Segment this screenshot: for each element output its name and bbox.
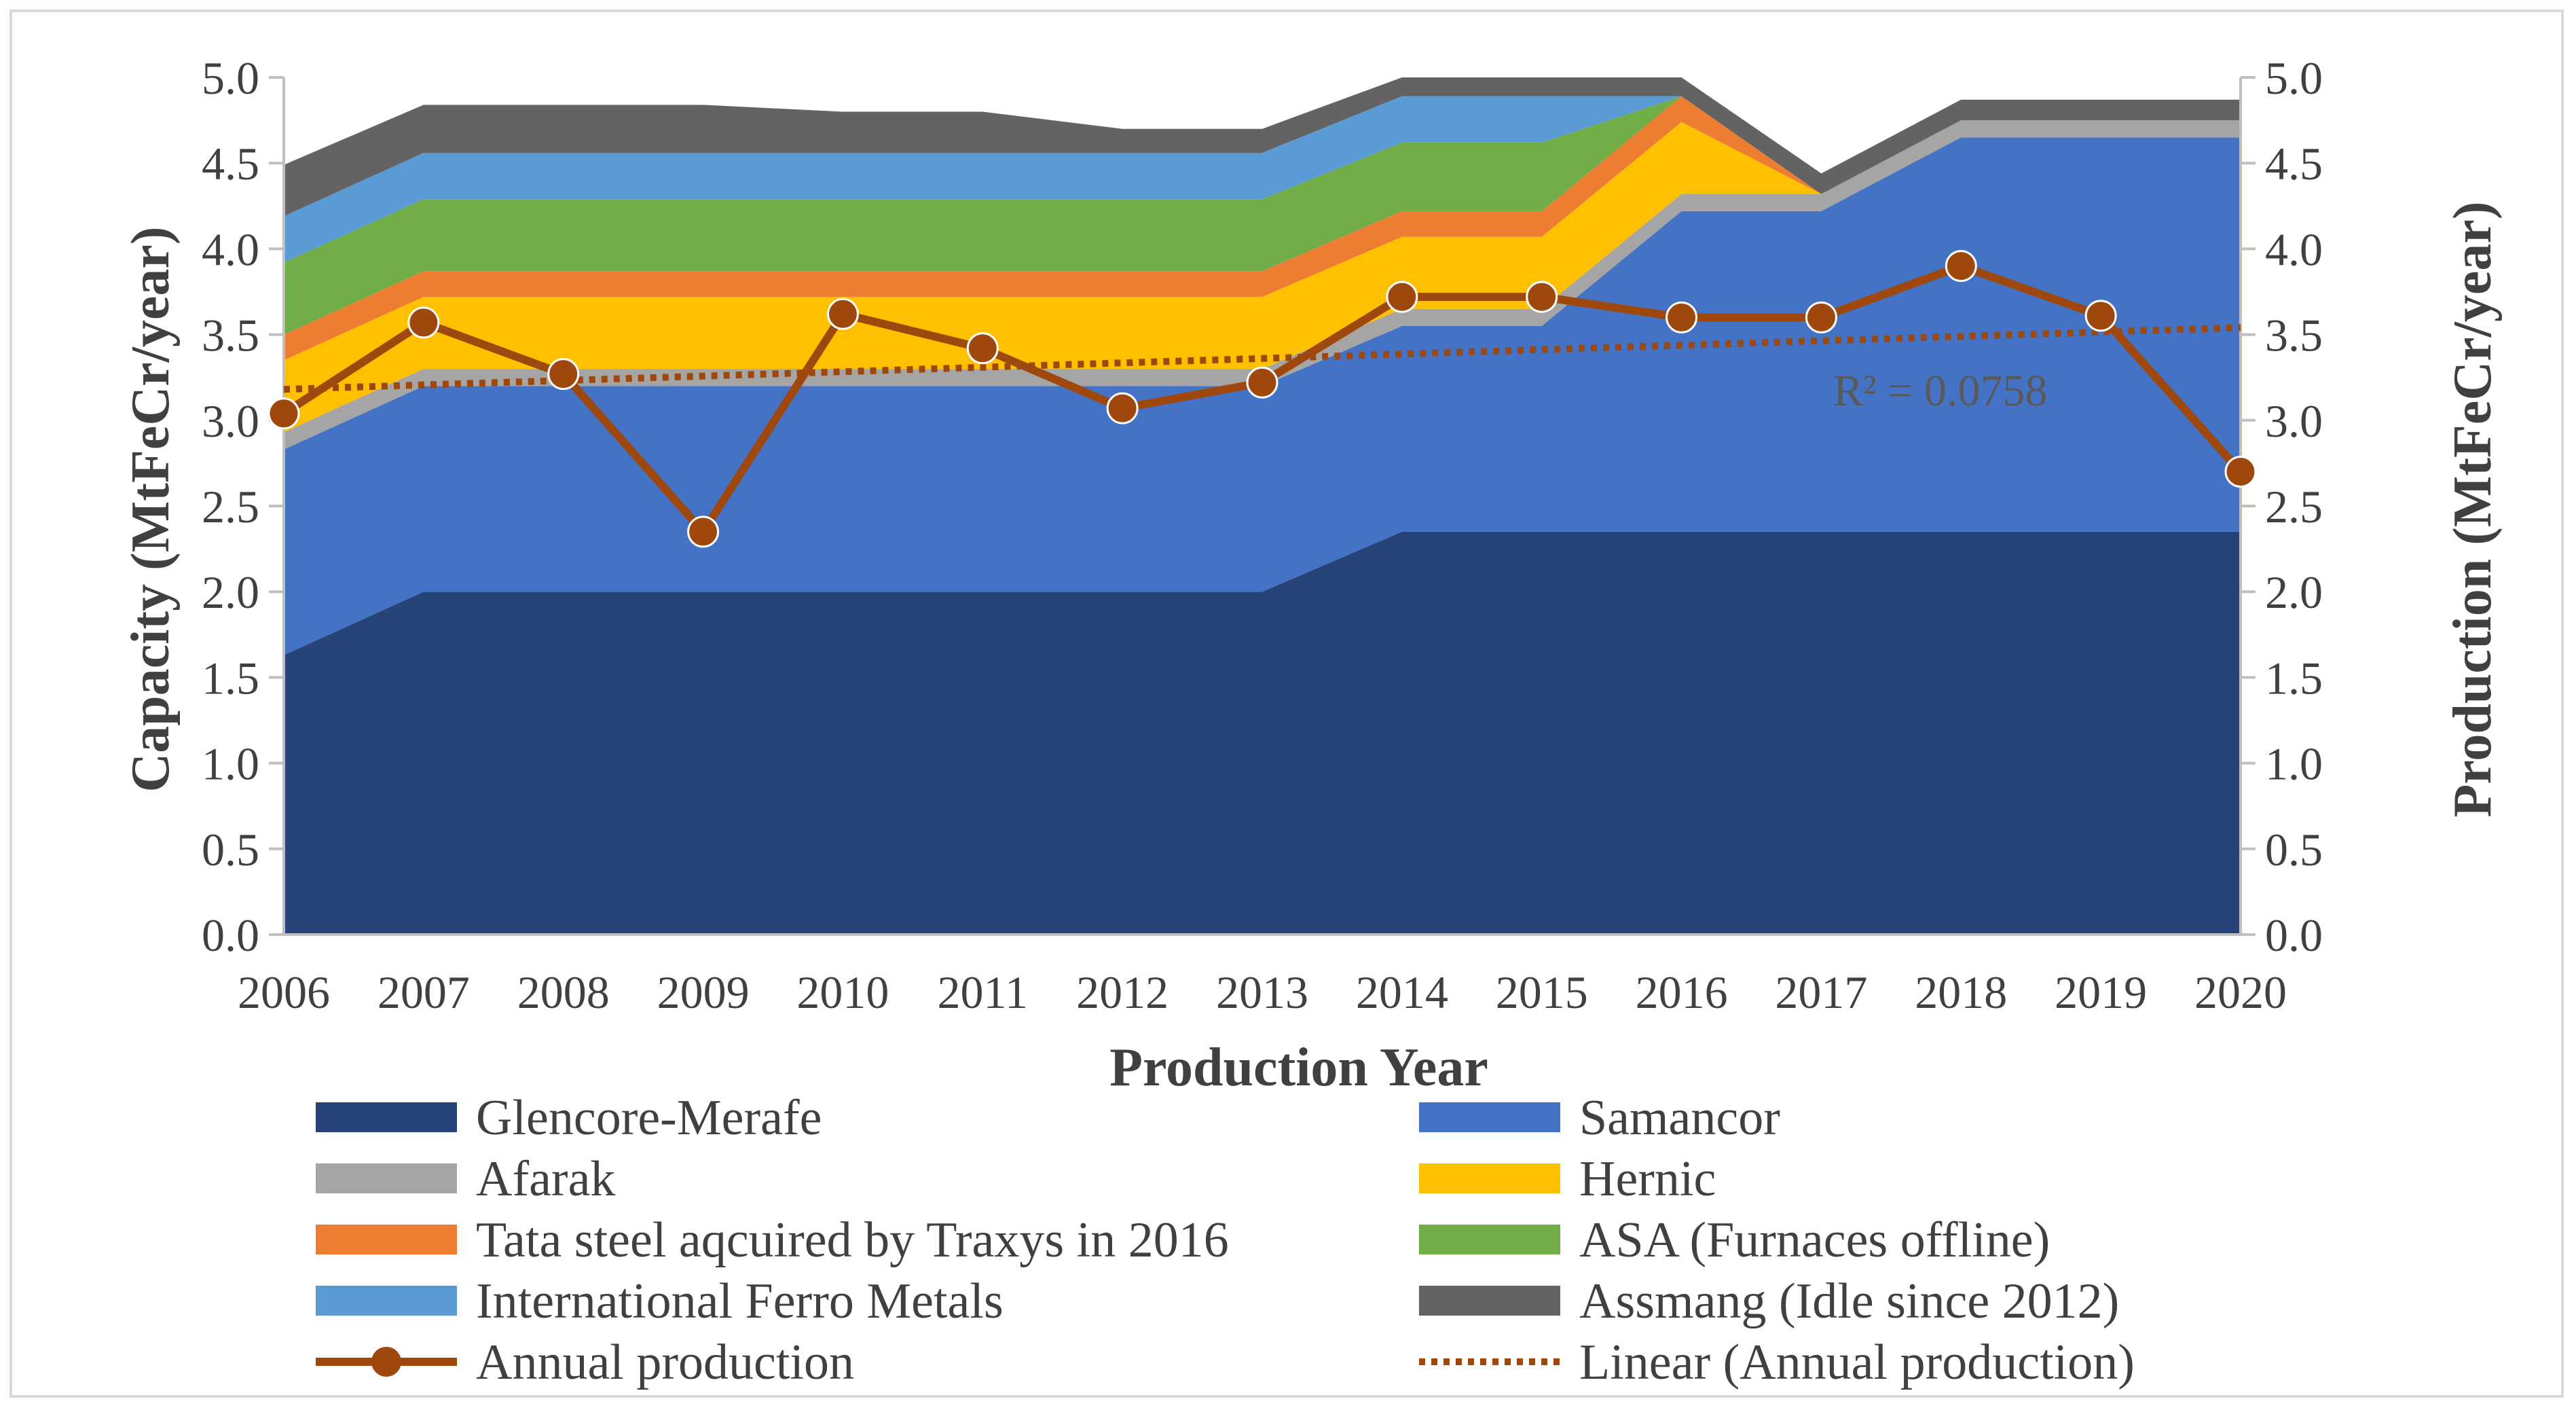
- y-tick-label-right: 3.0: [2265, 395, 2323, 447]
- y-tick-label-left: 1.0: [202, 738, 259, 790]
- y-tick-label-left: 3.5: [202, 310, 259, 361]
- trendline: [283, 324, 2241, 393]
- production-marker: [547, 358, 580, 391]
- x-tick-label: 2013: [1216, 966, 1308, 1018]
- production-marker: [2084, 300, 2117, 332]
- legend-swatch: [1419, 1163, 1560, 1193]
- production-marker: [687, 516, 720, 548]
- legend-label: Glencore-Merafe: [476, 1090, 822, 1146]
- production-marker: [1805, 301, 1837, 333]
- legend-swatch: [316, 1102, 457, 1132]
- y-tick-label-right: 0.0: [2265, 909, 2323, 961]
- y-tick-label-left: 0.5: [202, 824, 259, 875]
- production-lines: [268, 250, 2257, 548]
- x-tick-label: 2012: [1076, 966, 1169, 1018]
- stacked-areas: [284, 77, 2241, 935]
- production-marker: [1526, 281, 1558, 313]
- legend-item: Tata steel aqcuired by Traxys in 2016: [316, 1212, 1229, 1268]
- y-tick-label-right: 3.5: [2265, 310, 2323, 361]
- legend-swatch: [316, 1286, 457, 1316]
- y-tick-label-left: 2.0: [202, 566, 259, 618]
- legend-item: ASA (Furnaces offline): [1419, 1212, 2050, 1268]
- y-tick-label-right: 5.0: [2265, 52, 2323, 104]
- production-marker: [407, 306, 440, 339]
- legend-label: Samancor: [1579, 1090, 1780, 1146]
- x-tick-label: 2016: [1636, 966, 1728, 1018]
- legend-swatch: [1419, 1286, 1560, 1316]
- axes: [269, 76, 2256, 936]
- y-axis-left-title: Capacity (MtFeCr/year): [121, 227, 181, 793]
- legend-swatch: [316, 1163, 457, 1193]
- y-tick-label-right: 1.0: [2265, 738, 2323, 790]
- y-tick-label-left: 2.5: [202, 481, 259, 532]
- x-tick-label: 2010: [796, 966, 889, 1018]
- y-tick-label-left: 3.0: [202, 395, 259, 447]
- x-tick-label: 2015: [1496, 966, 1588, 1018]
- legend-item: Annual production: [316, 1335, 854, 1390]
- y-tick-label-right: 2.0: [2265, 566, 2323, 618]
- area-international-ferro-metals: [284, 96, 2241, 263]
- legend-label: Hernic: [1579, 1151, 1716, 1207]
- x-tick-label: 2019: [2055, 966, 2147, 1018]
- production-marker: [1945, 250, 1977, 283]
- legend-item: Linear (Annual production): [1419, 1335, 2135, 1390]
- x-tick-label: 2014: [1356, 966, 1448, 1018]
- y-tick-label-right: 4.0: [2265, 223, 2323, 275]
- legend-label: Afarak: [476, 1151, 615, 1207]
- legend-item: Assmang (Idle since 2012): [1419, 1273, 2119, 1329]
- production-marker: [966, 332, 999, 365]
- production-marker: [1246, 366, 1278, 399]
- x-tick-label: 2020: [2194, 966, 2287, 1018]
- production-marker: [1666, 301, 1698, 333]
- y-tick-label-right: 2.5: [2265, 481, 2323, 532]
- area-assmang-idle-since-2012: [284, 77, 2241, 217]
- production-marker: [826, 297, 859, 330]
- production-marker: [1106, 392, 1139, 424]
- x-tick-label: 2006: [238, 966, 330, 1018]
- x-tick-label: 2017: [1775, 966, 1867, 1018]
- tick-labels: 0.0 0.0 0.5 0.5 1.0 1.0 1.5 1.5 2.0 2.0 2.5 2.5 3.0 3…: [202, 52, 2323, 1018]
- y-tick-label-right: 1.5: [2265, 652, 2323, 704]
- legend-swatch: [1419, 1102, 1560, 1132]
- y-axis-right-title: Production (MtFeCr/year): [2443, 201, 2503, 817]
- x-axis-title: Production Year: [1109, 1038, 1488, 1098]
- legend: Glencore-Merafe Samancor Afarak Hernic Tata …: [316, 1090, 2135, 1390]
- legend-swatch: [1419, 1225, 1560, 1254]
- legend-label: International Ferro Metals: [476, 1273, 1004, 1329]
- area-tata-steel-aqcuired-by-traxys-in-2016: [284, 96, 2241, 361]
- legend-marker-swatch: [371, 1347, 401, 1377]
- legend-item: Samancor: [1419, 1090, 1780, 1146]
- production-marker: [1386, 281, 1418, 313]
- area-afarak: [284, 120, 2241, 450]
- legend-label: Linear (Annual production): [1579, 1335, 2135, 1390]
- y-tick-label-left: 4.5: [202, 138, 259, 189]
- y-tick-label-left: 1.5: [202, 652, 259, 704]
- legend-swatch: [316, 1225, 457, 1254]
- legend-item: Glencore-Merafe: [316, 1090, 822, 1146]
- legend-label: ASA (Furnaces offline): [1579, 1212, 2050, 1268]
- area-hernic: [284, 120, 2241, 433]
- production-marker: [268, 397, 300, 430]
- x-tick-label: 2018: [1915, 966, 2007, 1018]
- production-marker: [2224, 456, 2257, 488]
- y-tick-label-left: 0.0: [202, 909, 259, 961]
- legend-label: Annual production: [476, 1335, 854, 1390]
- x-tick-label: 2011: [938, 966, 1028, 1018]
- area-asa-furnaces-offline: [284, 96, 2241, 335]
- legend-label: Assmang (Idle since 2012): [1579, 1273, 2119, 1329]
- x-tick-label: 2008: [517, 966, 610, 1018]
- x-tick-label: 2007: [378, 966, 470, 1018]
- r-squared-label: R² = 0.0758: [1833, 366, 2048, 416]
- y-tick-label-right: 0.5: [2265, 824, 2323, 875]
- y-tick-label-left: 4.0: [202, 223, 259, 275]
- legend-item: International Ferro Metals: [316, 1273, 1004, 1329]
- legend-item: Hernic: [1419, 1151, 1716, 1207]
- legend-item: Afarak: [316, 1151, 615, 1207]
- y-tick-label-right: 4.5: [2265, 138, 2323, 189]
- area-glencore-merafe: [284, 531, 2241, 935]
- y-tick-label-left: 5.0: [202, 52, 259, 104]
- x-tick-label: 2009: [657, 966, 750, 1018]
- legend-label: Tata steel aqcuired by Traxys in 2016: [476, 1212, 1229, 1268]
